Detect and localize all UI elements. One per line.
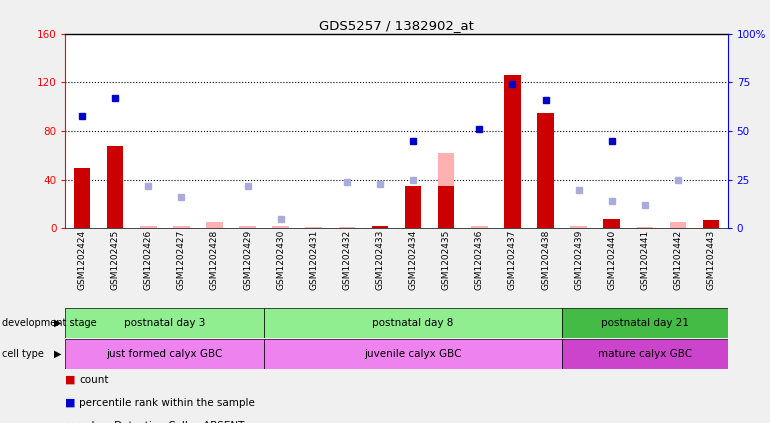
Bar (372, 226, 388, 228)
Text: percentile rank within the sample: percentile rank within the sample (79, 398, 255, 408)
Bar (239, 226, 256, 228)
Bar (107, 146, 123, 228)
Text: value, Detection Call = ABSENT: value, Detection Call = ABSENT (79, 421, 245, 423)
Bar (604, 219, 620, 228)
Text: just formed calyx GBC: just formed calyx GBC (106, 349, 223, 359)
Bar (471, 226, 487, 228)
Text: ■: ■ (65, 421, 76, 423)
Bar (703, 220, 719, 228)
Bar (571, 226, 587, 228)
Bar (206, 226, 223, 228)
Bar (438, 153, 454, 228)
Text: ▶: ▶ (54, 349, 62, 359)
Bar (504, 75, 521, 228)
Text: development stage: development stage (2, 318, 96, 328)
Bar (206, 222, 223, 228)
Bar (562, 308, 728, 338)
Bar (438, 186, 454, 228)
Bar (405, 186, 421, 228)
Text: postnatal day 3: postnatal day 3 (124, 318, 206, 328)
Text: ▶: ▶ (54, 318, 62, 328)
Text: ■: ■ (65, 375, 76, 385)
Bar (670, 222, 686, 228)
Text: mature calyx GBC: mature calyx GBC (598, 349, 692, 359)
Bar (74, 168, 90, 228)
Text: postnatal day 8: postnatal day 8 (373, 318, 454, 328)
Bar (637, 227, 653, 228)
Bar (65, 339, 264, 369)
Text: cell type: cell type (2, 349, 43, 359)
Bar (140, 226, 156, 228)
Bar (273, 226, 289, 228)
Text: count: count (79, 375, 109, 385)
Bar (405, 214, 421, 228)
Bar (65, 308, 264, 338)
Text: ■: ■ (65, 398, 76, 408)
Text: juvenile calyx GBC: juvenile calyx GBC (364, 349, 462, 359)
Bar (339, 227, 355, 228)
Bar (306, 227, 322, 228)
Text: postnatal day 21: postnatal day 21 (601, 318, 689, 328)
Bar (670, 226, 686, 228)
Text: GDS5257 / 1382902_at: GDS5257 / 1382902_at (319, 19, 474, 32)
Bar (173, 226, 189, 228)
Bar (264, 339, 562, 369)
Bar (537, 113, 554, 228)
Bar (562, 339, 728, 369)
Bar (264, 308, 562, 338)
